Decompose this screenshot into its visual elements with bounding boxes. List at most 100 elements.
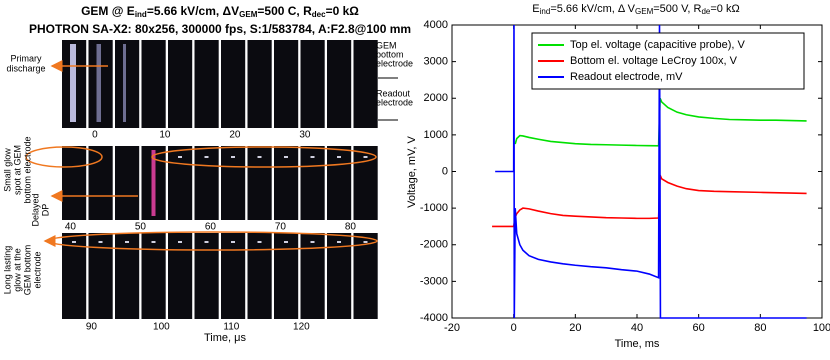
annotation: Long lasting: [2, 246, 12, 295]
camera-frame: [221, 233, 246, 319]
series-line: [495, 24, 807, 319]
camera-frame: [115, 40, 140, 128]
glow-spot: [284, 156, 288, 158]
camera-frame: [247, 233, 272, 319]
camera-frame: [168, 146, 193, 220]
frame-time-label: 0: [92, 130, 98, 141]
glow-spot: [337, 241, 341, 243]
annotation: Delayed: [30, 193, 40, 226]
frame-time-label: 100: [153, 322, 170, 333]
glow-streak: [70, 44, 76, 122]
frame-time-label: 70: [275, 222, 287, 233]
camera-frame: [62, 146, 87, 220]
frames-subtitle: PHOTRON SA-X2: 80x256, 300000 fps, S:1/5…: [29, 22, 411, 36]
frames-title: GEM @ Eind=5.66 kV/cm, ΔVGEM=500 C, Rdec…: [81, 4, 359, 19]
glow-spot: [363, 241, 368, 243]
series-line: [514, 97, 807, 147]
legend-label: Readout electrode, mV: [570, 71, 683, 83]
glow-spot: [178, 241, 182, 243]
annotation: bottom electrode: [22, 136, 32, 203]
frame-time-label: 110: [223, 322, 239, 333]
camera-frame: [353, 233, 378, 319]
x-tick-label: 20: [569, 322, 581, 334]
camera-frame: [300, 233, 325, 319]
y-tick-label: 3000: [424, 56, 448, 68]
x-tick-label: 60: [693, 322, 705, 334]
camera-frame: [115, 233, 140, 319]
glow-spot: [231, 241, 235, 243]
glow-streak: [123, 44, 126, 122]
glow-spot: [284, 241, 288, 243]
annotation: Primary: [11, 53, 42, 63]
frame-time-label: 120: [293, 322, 310, 333]
annotation: glow at the: [12, 248, 22, 292]
glow-spot: [151, 241, 156, 243]
frame-time-label: 30: [299, 130, 311, 141]
camera-frame: [274, 40, 299, 128]
camera-frame: [221, 146, 246, 220]
camera-frame: [247, 40, 272, 128]
y-tick-label: 1000: [424, 129, 448, 141]
camera-frame: [194, 146, 219, 220]
frames-xlabel: Time, μs: [204, 332, 246, 344]
annotation: bottom: [376, 49, 404, 59]
frame-time-label: 80: [345, 222, 357, 233]
y-tick-label: 2000: [424, 92, 448, 104]
frame-time-label: 40: [65, 222, 77, 233]
x-axis-label: Time, ms: [615, 338, 660, 350]
glow-spot: [204, 156, 209, 158]
frame-time-label: 50: [135, 222, 147, 233]
annotation: Small glow: [2, 148, 12, 192]
x-tick-label: -20: [444, 322, 460, 334]
camera-frame: [300, 40, 325, 128]
camera-frame: [353, 40, 378, 128]
glow-spot: [231, 156, 235, 158]
camera-frame: [88, 146, 113, 220]
annotation: electrode: [376, 58, 413, 68]
annotation: Readout: [376, 88, 411, 98]
camera-frame: [115, 146, 140, 220]
annotation: electrode: [376, 97, 413, 107]
glow-spot: [178, 156, 182, 158]
camera-frame: [274, 146, 299, 220]
camera-frame: [62, 233, 87, 319]
label-strip: [62, 321, 378, 333]
camera-frame: [353, 146, 378, 220]
y-tick-label: -3000: [420, 275, 448, 287]
glow-spot: [310, 156, 315, 158]
y-axis-label: Voltage, mV, V: [406, 135, 418, 207]
glow-spot: [363, 156, 368, 158]
frame-time-label: 20: [229, 130, 241, 141]
camera-frame: [221, 40, 246, 128]
highlight-ellipse: [151, 146, 377, 168]
camera-frame: [247, 146, 272, 220]
x-tick-label: 40: [631, 322, 643, 334]
glow-spot: [257, 156, 262, 158]
camera-frame: [274, 233, 299, 319]
series-line: [492, 174, 807, 228]
annotation: electrode: [32, 251, 42, 288]
y-tick-label: -4000: [420, 312, 448, 324]
camera-frame: [327, 146, 352, 220]
glow-spot: [125, 241, 129, 243]
y-tick-label: -1000: [420, 202, 448, 214]
highlight-ellipse: [25, 146, 103, 168]
label-strip: [62, 221, 378, 233]
camera-frame: [88, 233, 113, 319]
x-tick-label: 100: [813, 322, 830, 334]
x-tick-label: 0: [511, 322, 517, 334]
legend-label: Top el. voltage (capacitive probe), V: [570, 39, 746, 51]
glow-spot: [204, 241, 209, 243]
delayed-streak: [151, 150, 156, 216]
annotation: GEM bottom: [22, 245, 32, 296]
frame-time-label: 90: [86, 322, 98, 333]
label-strip: [62, 129, 378, 141]
y-tick-label: 4000: [424, 19, 448, 31]
y-tick-label: -2000: [420, 239, 448, 251]
annotation: GEM: [376, 40, 397, 50]
chart-title: Eind=5.66 kV/cm, Δ VGEM=500 V, Rde=0 kΩ: [532, 3, 739, 16]
y-tick-label: 0: [442, 165, 448, 177]
glow-spot: [72, 241, 76, 243]
glow-spot: [98, 241, 103, 243]
